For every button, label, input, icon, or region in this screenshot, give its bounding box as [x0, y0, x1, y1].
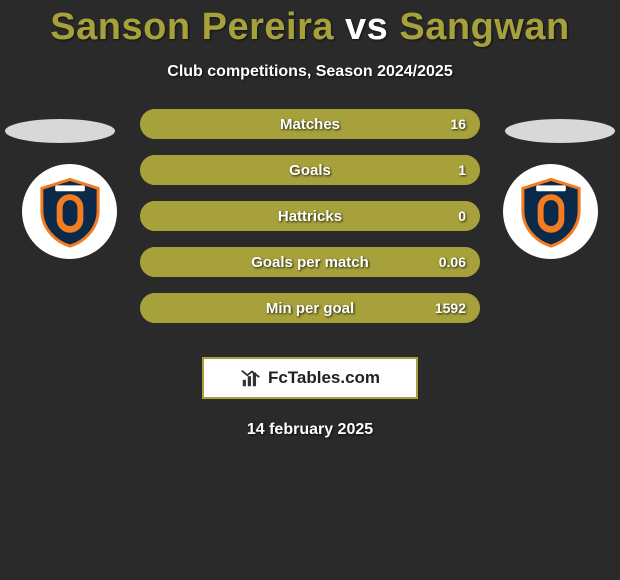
player2-name: Sangwan [399, 6, 569, 48]
player2-photo-placeholder [505, 119, 615, 143]
stat-bar: Min per goal 1592 [140, 293, 480, 323]
subtitle: Club competitions, Season 2024/2025 [0, 63, 620, 81]
stat-bar-label: Matches [280, 116, 340, 133]
stat-bar-right-value: 16 [450, 116, 466, 132]
brand-box[interactable]: FcTables.com [202, 357, 418, 399]
player1-name: Sanson Pereira [50, 6, 334, 48]
vs-text: vs [345, 6, 388, 48]
stat-bar-right-value: 1 [458, 162, 466, 178]
stat-bar: Goals per match 0.06 [140, 247, 480, 277]
player1-club-badge [22, 164, 117, 259]
comparison-content: Matches 16 Goals 1 Hattricks 0 Goals per match… [0, 109, 620, 349]
stat-bar: Goals 1 [140, 155, 480, 185]
stat-bar-label: Goals [289, 162, 331, 179]
player1-photo-placeholder [5, 119, 115, 143]
stat-bars: Matches 16 Goals 1 Hattricks 0 Goals per match… [140, 109, 480, 339]
bar-chart-icon [240, 367, 262, 389]
player2-club-badge [503, 164, 598, 259]
brand-text: FcTables.com [268, 368, 380, 388]
stat-bar: Matches 16 [140, 109, 480, 139]
stat-bar-label: Min per goal [266, 300, 354, 317]
stat-bar-label: Goals per match [251, 254, 369, 271]
stat-bar-right-value: 0 [458, 208, 466, 224]
stat-bar-right-value: 1592 [435, 300, 466, 316]
fc-goa-logo-icon [33, 175, 107, 249]
stat-bar-right-value: 0.06 [439, 254, 466, 270]
comparison-title: Sanson Pereira vs Sangwan [0, 0, 620, 49]
fc-goa-logo-icon [514, 175, 588, 249]
stat-bar-label: Hattricks [278, 208, 342, 225]
stat-bar: Hattricks 0 [140, 201, 480, 231]
date-text: 14 february 2025 [0, 421, 620, 439]
